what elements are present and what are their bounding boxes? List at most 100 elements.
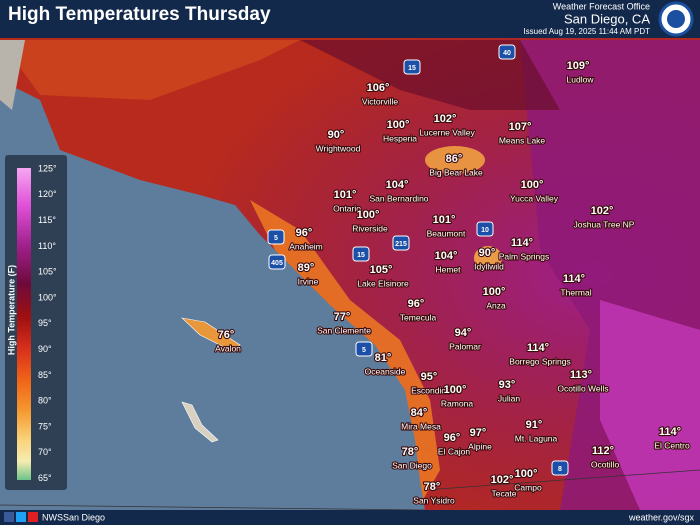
temperature: 77° bbox=[334, 311, 351, 323]
city-name: Hemet bbox=[435, 264, 461, 274]
city-name: Temecula bbox=[400, 312, 437, 322]
temperature: 81° bbox=[375, 352, 392, 364]
city-name: Tecate bbox=[491, 488, 516, 498]
website: weather.gov/sgx bbox=[628, 512, 695, 522]
border bbox=[0, 469, 700, 511]
temperature: 114° bbox=[527, 342, 549, 354]
legend-title: High Temperature (F) bbox=[6, 265, 16, 355]
city-name: El Centro bbox=[654, 440, 690, 450]
city-name: Palm Springs bbox=[499, 251, 550, 261]
temperature: 94° bbox=[455, 327, 472, 339]
city-name: Wrightwood bbox=[316, 143, 361, 153]
highway-number: 5 bbox=[362, 347, 366, 354]
temperature: 113° bbox=[570, 369, 592, 381]
mountain-cool bbox=[474, 246, 502, 270]
city-name: Idyllwild bbox=[474, 261, 504, 271]
city-name: Ocotillo Wells bbox=[557, 383, 608, 393]
legend-label: 95° bbox=[38, 318, 52, 328]
legend-label: 75° bbox=[38, 421, 52, 431]
city-name: Ontario bbox=[333, 203, 361, 213]
youtube-icon bbox=[28, 512, 38, 522]
city-name: Irvine bbox=[298, 276, 319, 286]
temperature: 104° bbox=[386, 179, 409, 191]
temperature: 86° bbox=[446, 153, 463, 165]
temperature: 109° bbox=[567, 60, 590, 72]
temperature: 107° bbox=[509, 121, 532, 133]
city-name: Hesperia bbox=[383, 133, 417, 143]
city-name: Ramona bbox=[441, 398, 473, 408]
temperature: 100° bbox=[444, 384, 467, 396]
city-name: Mt. Laguna bbox=[515, 433, 558, 443]
temperature: 102° bbox=[491, 474, 514, 486]
highway-number: 40 bbox=[503, 50, 511, 57]
city-name: Alpine bbox=[468, 441, 492, 451]
legend-label: 85° bbox=[38, 370, 52, 380]
title: High Temperatures Thursday bbox=[8, 4, 271, 25]
temperature: 78° bbox=[424, 481, 441, 493]
city-name: Beaumont bbox=[427, 228, 466, 238]
temperature: 96° bbox=[444, 432, 461, 444]
ocean bbox=[0, 80, 425, 510]
temperature: 90° bbox=[479, 247, 496, 259]
desert-magenta bbox=[600, 300, 700, 510]
temperature: 100° bbox=[483, 286, 506, 298]
temperature: 100° bbox=[515, 468, 538, 480]
footer-bar bbox=[0, 510, 700, 525]
catalina-island bbox=[181, 317, 241, 351]
temperature: 114° bbox=[511, 237, 533, 249]
city-name: Avalon bbox=[215, 343, 241, 353]
temperature: 114° bbox=[659, 426, 681, 438]
legend-label: 115° bbox=[38, 215, 56, 225]
legend-label: 70° bbox=[38, 447, 52, 457]
temperature: 96° bbox=[408, 298, 425, 310]
high-desert bbox=[300, 40, 560, 110]
city-name: Victorville bbox=[362, 96, 398, 106]
temperature: 106° bbox=[367, 82, 390, 94]
city-name: San Diego bbox=[392, 460, 432, 470]
temperature: 84° bbox=[411, 407, 428, 419]
highway-shield bbox=[268, 254, 286, 270]
highway-number: 5 bbox=[274, 235, 278, 242]
temperature: 97° bbox=[470, 427, 487, 439]
city-name: El Cajon bbox=[438, 446, 470, 456]
legend-label: 100° bbox=[38, 292, 57, 302]
temperature: 100° bbox=[357, 209, 380, 221]
highway-number: 10 bbox=[481, 227, 489, 234]
city-name: Anza bbox=[486, 300, 506, 310]
highway-shield bbox=[352, 246, 370, 262]
office: Weather Forecast Office bbox=[553, 1, 650, 11]
nws-logo-center bbox=[667, 10, 685, 28]
legend-color-bar bbox=[17, 168, 31, 480]
temperature: 102° bbox=[434, 113, 457, 125]
temperature: 91° bbox=[526, 419, 543, 431]
city-name: Big Bear Lake bbox=[429, 167, 483, 177]
city-name: Ludlow bbox=[567, 74, 595, 84]
location: San Diego, CA bbox=[564, 11, 650, 26]
city-name: Escondido bbox=[411, 385, 451, 395]
highway-shield bbox=[476, 221, 494, 237]
city-name: Palomar bbox=[449, 341, 481, 351]
temperature: 101° bbox=[334, 189, 357, 201]
city-name: Mira Mesa bbox=[401, 421, 441, 431]
city-name: Means Lake bbox=[499, 135, 546, 145]
terrain bbox=[0, 40, 25, 110]
highway-shield bbox=[355, 341, 373, 357]
mountain-cool bbox=[425, 146, 485, 174]
city-name: Anaheim bbox=[289, 241, 323, 251]
temperature: 89° bbox=[298, 262, 315, 274]
legend-label: 120° bbox=[38, 189, 57, 199]
highway-number: 405 bbox=[271, 260, 283, 267]
coastal-hills bbox=[0, 40, 300, 100]
temperature: 100° bbox=[521, 179, 544, 191]
temperature: 78° bbox=[402, 446, 419, 458]
city-name: Borrego Springs bbox=[509, 356, 570, 366]
facebook-icon bbox=[4, 512, 14, 522]
legend-label: 105° bbox=[38, 267, 57, 277]
highway-number: 15 bbox=[408, 65, 416, 72]
temperature: 100° bbox=[387, 119, 410, 131]
temperature: 76° bbox=[218, 329, 235, 341]
city-name: San Bernardino bbox=[369, 193, 428, 203]
city-name: Thermal bbox=[560, 287, 591, 297]
legend-label: 90° bbox=[38, 344, 52, 354]
